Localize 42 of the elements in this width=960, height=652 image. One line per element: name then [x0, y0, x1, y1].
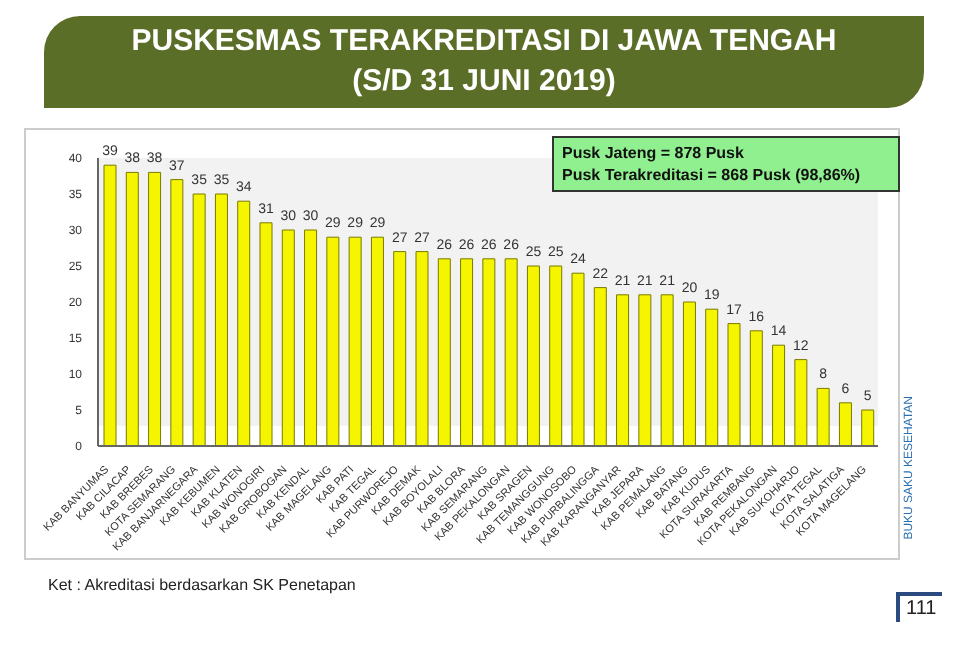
chart-subtitle: (S/D 31 JUNI 2019): [350, 62, 618, 102]
bar: [794, 359, 808, 446]
bar: [861, 409, 875, 446]
chart-title: PUSKESMAS TERAKREDITASI DI JAWA TENGAH: [129, 22, 839, 62]
bar: [749, 330, 763, 446]
bar: [616, 294, 630, 446]
bar: [103, 164, 117, 446]
bar: [192, 193, 206, 446]
bar: [437, 258, 451, 446]
bar: [660, 294, 674, 446]
bar: [393, 251, 407, 446]
annotation: Pusk Jateng = 878 Pusk: [562, 142, 746, 164]
bar: [237, 200, 251, 446]
bar: [148, 171, 162, 446]
bar: [571, 272, 585, 446]
bar: [348, 236, 362, 446]
bar: [214, 193, 228, 446]
bar: [415, 251, 429, 446]
bar: [727, 323, 741, 446]
text: 111: [896, 592, 943, 622]
bar: [460, 258, 474, 446]
note-box: Pusk Jateng = 878 Pusk Pusk Terakreditasi = 868 Pusk (98,86%): [552, 136, 900, 192]
bar: [326, 236, 340, 446]
bar: [504, 258, 518, 446]
bar: [125, 171, 139, 446]
bar: [816, 387, 830, 446]
bar: [772, 344, 786, 446]
bar: [593, 287, 607, 446]
bar: [170, 179, 184, 446]
annotation: Pusk Terakreditasi = 868 Pusk (98,86%): [562, 164, 863, 186]
bar: [482, 258, 496, 446]
bar: [281, 229, 295, 446]
bar: [370, 236, 384, 446]
bar: [682, 301, 696, 446]
bar: [638, 294, 652, 446]
bar: [838, 402, 852, 446]
bar: [304, 229, 318, 446]
text: Ket : Akreditasi berdasarkan SK Penetapan: [48, 576, 356, 594]
bar: [259, 222, 273, 446]
bar: [526, 265, 540, 446]
bar: [705, 308, 719, 446]
bar: [549, 265, 563, 446]
